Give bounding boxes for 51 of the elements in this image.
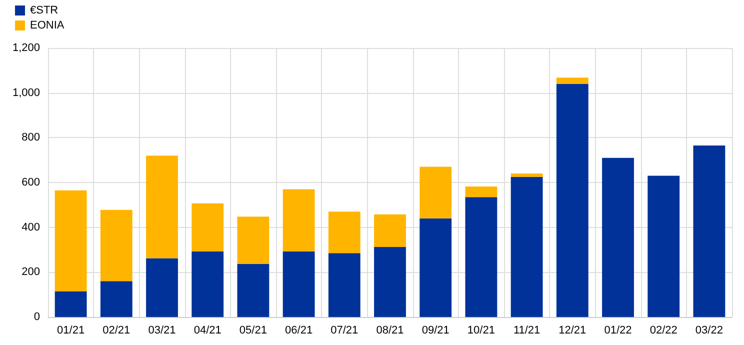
bar <box>374 247 406 317</box>
bar <box>100 210 132 282</box>
x-tick-label: 12/21 <box>558 324 586 336</box>
x-tick-label: 09/21 <box>422 324 450 336</box>
y-tick-label: 200 <box>22 266 40 278</box>
bar <box>100 281 132 317</box>
y-tick-label: 600 <box>22 176 40 188</box>
x-tick-label: 10/21 <box>467 324 495 336</box>
x-tick-label: 02/21 <box>102 324 130 336</box>
y-tick-label: 800 <box>22 132 40 144</box>
x-tick-label: 07/21 <box>330 324 358 336</box>
bar <box>420 218 452 317</box>
x-tick-label: 06/21 <box>285 324 313 336</box>
bar <box>146 258 178 317</box>
x-tick-label: 02/22 <box>650 324 678 336</box>
y-tick-label: 1,200 <box>12 42 40 54</box>
bar <box>556 84 588 317</box>
x-tick-label: 11/21 <box>513 324 540 336</box>
bar <box>146 156 178 258</box>
x-tick-label: 08/21 <box>376 324 404 336</box>
bar <box>54 291 87 317</box>
x-tick-label: 03/21 <box>148 324 176 336</box>
bar <box>192 251 224 317</box>
x-tick-label: 05/21 <box>239 324 267 336</box>
bar <box>192 203 224 252</box>
bar <box>556 78 588 84</box>
bar <box>420 166 452 218</box>
bar <box>282 251 315 317</box>
bar <box>237 264 270 317</box>
bar <box>282 189 315 252</box>
bar <box>602 158 634 317</box>
bar <box>465 197 498 317</box>
bar <box>237 216 270 264</box>
bar <box>510 176 543 317</box>
legend-label: EONIA <box>30 20 65 32</box>
x-tick-label: 03/22 <box>695 324 723 336</box>
y-tick-label: 400 <box>22 221 40 234</box>
bar <box>328 212 360 254</box>
x-tick-label: 01/22 <box>604 324 632 336</box>
y-tick-label: 1,000 <box>12 86 40 99</box>
bar <box>328 253 360 317</box>
legend-label: €STR <box>30 4 58 16</box>
bar <box>374 214 406 248</box>
bar <box>648 176 680 317</box>
bar <box>465 186 498 198</box>
bar <box>510 174 543 177</box>
bar <box>54 190 87 292</box>
bar <box>693 146 726 317</box>
x-tick-label: 01/21 <box>57 324 85 336</box>
x-tick-label: 04/21 <box>194 324 222 336</box>
y-tick-label: 0 <box>34 311 40 323</box>
